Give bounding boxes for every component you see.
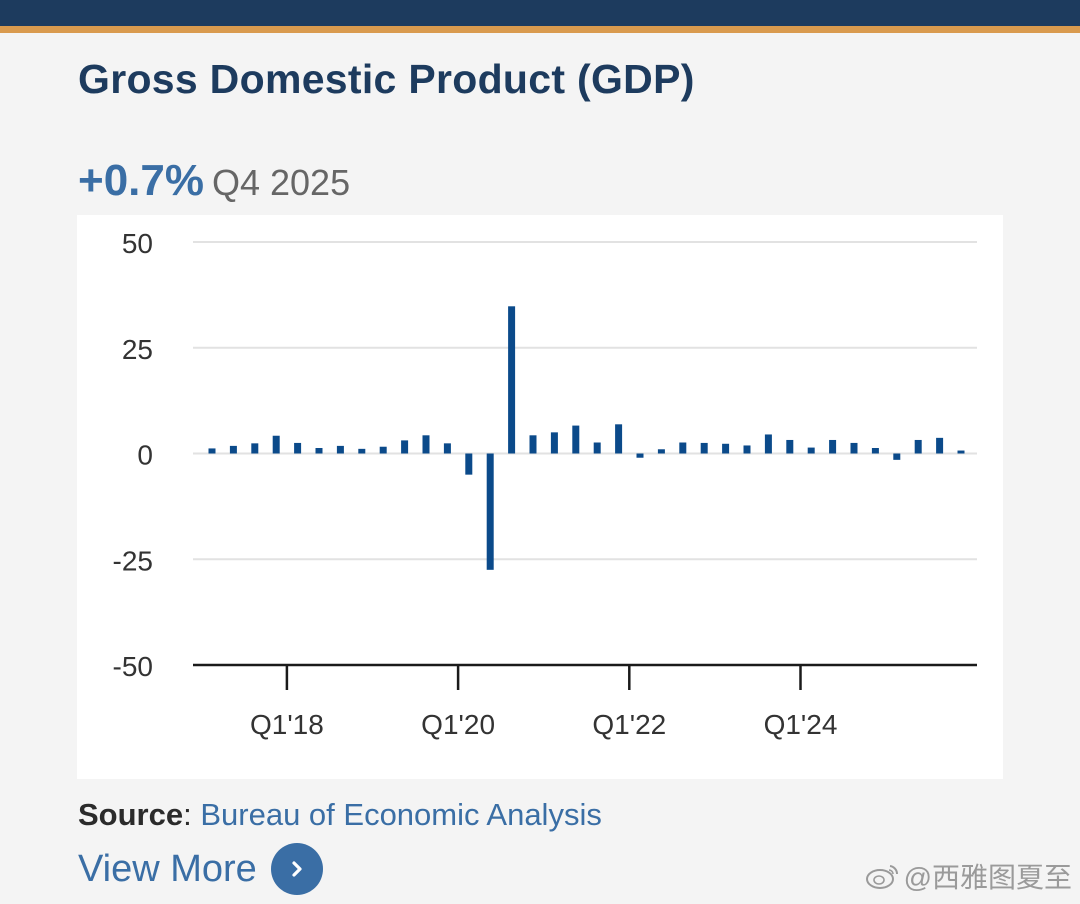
y-tick-label: 0 — [137, 440, 153, 471]
source-label: Source — [78, 797, 184, 832]
y-tick-label: 25 — [122, 334, 153, 365]
x-tick-label: Q1'24 — [764, 709, 838, 740]
headline-stat: +0.7% Q4 2025 — [78, 156, 350, 206]
view-more-label[interactable]: View More — [78, 847, 257, 890]
bar-q3-2018 — [336, 445, 344, 454]
bar-q3-2024 — [850, 442, 858, 454]
bar-q4-2020 — [529, 435, 537, 454]
bar-q1-2024 — [807, 447, 815, 454]
page-title: Gross Domestic Product (GDP) — [78, 56, 695, 102]
chart-card: 50 25 0 -25 -50 Q1'18 Q1'20 Q1'22 Q1'24 — [77, 215, 1003, 779]
y-tick-label: -50 — [113, 651, 153, 682]
header-bar — [0, 0, 1080, 26]
x-tick-label: Q1'22 — [592, 709, 666, 740]
bar-q2-2020 — [486, 453, 494, 570]
bar-q1-2020 — [465, 453, 473, 475]
bar-q4-2017 — [272, 435, 280, 454]
bar-q2-2022 — [657, 449, 665, 454]
source-separator: : — [183, 797, 201, 832]
y-tick-label: 50 — [122, 228, 153, 259]
bar-q4-2024 — [871, 448, 879, 454]
accent-bar — [0, 26, 1080, 33]
bar-q1-2019 — [379, 446, 387, 454]
x-tick-label: Q1'20 — [421, 709, 495, 740]
view-more-link[interactable]: View More — [78, 843, 323, 895]
headline-value: +0.7% — [78, 156, 204, 205]
bar-q2-2018 — [315, 448, 323, 454]
chevron-right-icon[interactable] — [270, 843, 323, 895]
bar-q1-2017 — [208, 448, 216, 454]
source-line: Source: Bureau of Economic Analysis — [78, 797, 602, 833]
watermark: @西雅图夏至 — [864, 856, 1072, 896]
bar-q4-2019 — [443, 443, 451, 454]
watermark-text: @西雅图夏至 — [903, 862, 1072, 893]
bar-q1-2025 — [893, 453, 901, 460]
bar-q3-2017 — [251, 443, 259, 454]
bar-q2-2024 — [829, 439, 837, 454]
bar-q2-2025 — [914, 439, 922, 454]
bar-q2-2019 — [401, 440, 409, 454]
y-tick-label: -25 — [113, 545, 153, 576]
bar-q3-2020 — [508, 306, 516, 454]
bar-q4-2021 — [615, 424, 623, 454]
bar-q3-2023 — [764, 434, 772, 454]
bar-q2-2017 — [229, 445, 237, 454]
bar-q3-2021 — [593, 442, 601, 454]
source-link[interactable]: Bureau of Economic Analysis — [200, 797, 602, 832]
bar-q4-2018 — [358, 448, 366, 454]
bar-q1-2023 — [722, 443, 730, 454]
bar-q1-2021 — [550, 432, 558, 454]
bar-q3-2022 — [679, 442, 687, 454]
bar-q3-2019 — [422, 435, 430, 454]
bar-q4-2022 — [700, 442, 708, 454]
bar-q1-2018 — [294, 442, 302, 454]
bar-q3-2025 — [936, 437, 944, 454]
bar-q4-2023 — [786, 439, 794, 454]
x-tick-label: Q1'18 — [250, 709, 324, 740]
bar-q4-2025 — [957, 450, 965, 454]
gdp-bar-chart: 50 25 0 -25 -50 Q1'18 Q1'20 Q1'22 Q1'24 — [113, 228, 977, 740]
weibo-icon — [864, 862, 900, 890]
bar-q1-2022 — [636, 453, 644, 458]
bar-q2-2023 — [743, 445, 751, 454]
headline-period: Q4 2025 — [211, 162, 351, 203]
bar-q2-2021 — [572, 425, 580, 454]
